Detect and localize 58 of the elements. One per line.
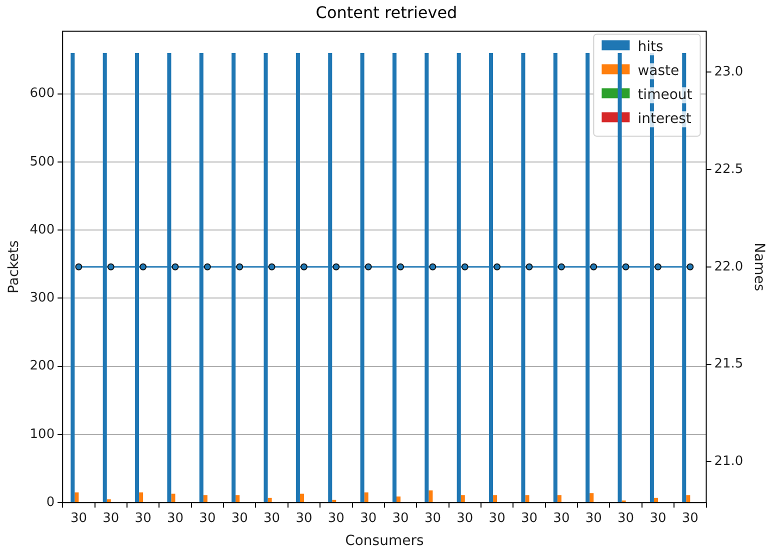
x-tick-label: 30 <box>488 510 506 526</box>
legend-label: interest <box>638 110 692 127</box>
y2-tick-label: 22.0 <box>714 259 744 274</box>
y-tick-label: 300 <box>30 290 55 306</box>
bar <box>686 495 690 502</box>
y-tick-label: 500 <box>30 154 55 170</box>
bar <box>428 490 433 502</box>
legend-label: waste <box>638 62 680 79</box>
legend-label: timeout <box>638 86 693 103</box>
x-axis-title: Consumers <box>345 533 424 550</box>
x-tick-label: 30 <box>456 510 474 526</box>
bar <box>493 495 498 502</box>
bar <box>236 495 240 502</box>
bar <box>74 492 79 502</box>
bar <box>364 492 368 502</box>
bar <box>525 495 530 502</box>
bar <box>268 498 272 502</box>
x-tick-label: 30 <box>424 510 441 526</box>
y-axis-title: Packets <box>6 240 22 294</box>
x-tick-label: 30 <box>264 510 280 526</box>
x-tick-label: 30 <box>70 510 87 526</box>
x-tick-label: 30 <box>102 510 120 526</box>
y2-tick-label: 23.0 <box>714 64 744 80</box>
bar <box>106 499 111 502</box>
x-tick-label: 30 <box>682 510 698 526</box>
x-tick-label: 30 <box>134 510 152 526</box>
y2-tick-label: 21.5 <box>714 356 744 372</box>
y2-tick-label: 21.0 <box>714 454 744 470</box>
x-tick-label: 30 <box>520 510 538 526</box>
x-tick-label: 30 <box>199 510 216 526</box>
bar <box>460 495 465 502</box>
x-tick-label: 30 <box>650 510 666 526</box>
x-tick-label: 30 <box>360 510 377 526</box>
legend-label: hits <box>638 38 664 55</box>
bar <box>300 494 304 502</box>
x-tick-label: 30 <box>166 510 184 526</box>
bar <box>139 492 144 502</box>
y-tick-label: 200 <box>30 358 55 374</box>
x-tick-label: 30 <box>328 510 344 526</box>
y2-axis-title: Names <box>750 242 767 292</box>
bar <box>590 493 594 502</box>
x-tick-label: 30 <box>618 510 634 526</box>
y-tick-label: 100 <box>30 426 55 442</box>
y-tick-label: 0 <box>46 494 55 510</box>
bar <box>396 496 401 502</box>
x-tick-label: 30 <box>231 510 248 526</box>
y-tick-label: 600 <box>30 86 55 102</box>
y-tick-label: 400 <box>30 222 55 238</box>
x-tick-label: 30 <box>296 510 312 526</box>
y2-tick-label: 22.5 <box>714 162 744 177</box>
x-tick-label: 30 <box>585 510 602 526</box>
bar <box>654 498 658 502</box>
x-tick-label: 30 <box>392 510 409 526</box>
bar <box>557 495 562 502</box>
bar <box>171 494 176 502</box>
chart-title: Content retrieved <box>316 2 458 22</box>
x-tick-label: 30 <box>553 510 570 526</box>
bar <box>203 495 208 502</box>
